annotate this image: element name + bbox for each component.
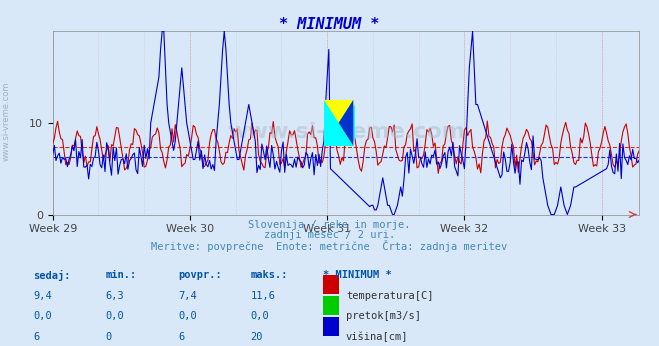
Polygon shape <box>327 104 355 141</box>
Text: pretok[m3/s]: pretok[m3/s] <box>346 311 421 321</box>
Text: sedaj:: sedaj: <box>33 270 71 281</box>
Text: maks.:: maks.: <box>250 270 288 280</box>
Text: Slovenija / reke in morje.: Slovenija / reke in morje. <box>248 220 411 230</box>
Text: 20: 20 <box>250 332 263 342</box>
Text: 0,0: 0,0 <box>105 311 124 321</box>
Text: Meritve: povprečne  Enote: metrične  Črta: zadnja meritev: Meritve: povprečne Enote: metrične Črta:… <box>152 240 507 253</box>
Text: 6: 6 <box>33 332 39 342</box>
Text: 0,0: 0,0 <box>250 311 269 321</box>
Text: zadnji mesec / 2 uri.: zadnji mesec / 2 uri. <box>264 230 395 240</box>
Polygon shape <box>324 100 353 123</box>
Text: min.:: min.: <box>105 270 136 280</box>
Polygon shape <box>339 100 353 146</box>
Text: * MINIMUM *: * MINIMUM * <box>323 270 391 280</box>
Text: 7,4: 7,4 <box>178 291 196 301</box>
Text: 0: 0 <box>105 332 111 342</box>
Text: povpr.:: povpr.: <box>178 270 221 280</box>
Text: temperatura[C]: temperatura[C] <box>346 291 434 301</box>
Text: 11,6: 11,6 <box>250 291 275 301</box>
Text: 6: 6 <box>178 332 184 342</box>
Text: www.si-vreme.com: www.si-vreme.com <box>227 122 465 142</box>
Text: * MINIMUM *: * MINIMUM * <box>279 17 380 32</box>
Text: 6,3: 6,3 <box>105 291 124 301</box>
Text: 0,0: 0,0 <box>33 311 51 321</box>
Text: višina[cm]: višina[cm] <box>346 332 409 343</box>
Text: www.si-vreme.com: www.si-vreme.com <box>2 81 11 161</box>
Text: 9,4: 9,4 <box>33 291 51 301</box>
Polygon shape <box>327 104 355 141</box>
Text: 0,0: 0,0 <box>178 311 196 321</box>
Bar <box>324 100 353 146</box>
